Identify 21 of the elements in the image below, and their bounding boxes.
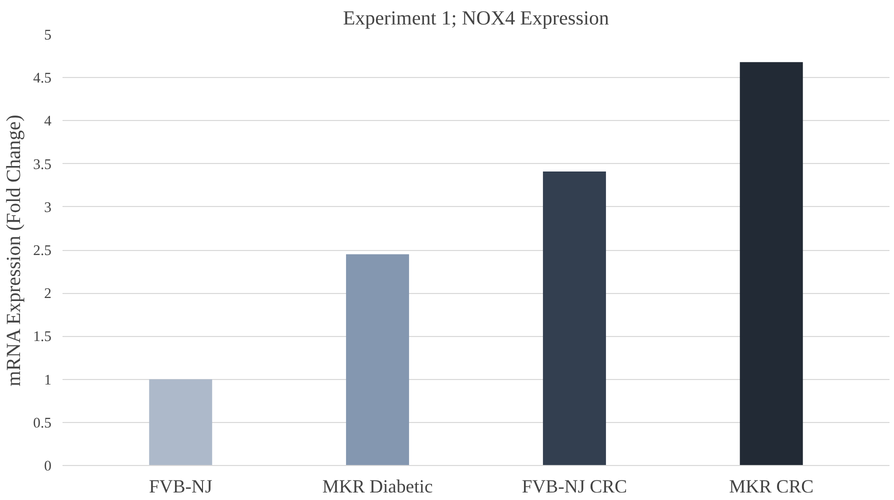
y-tick-label: 2.5 [33, 243, 52, 259]
y-tick-label: 3 [44, 200, 52, 216]
bar [346, 254, 410, 466]
bar [542, 172, 606, 466]
y-tick-label: 0 [44, 458, 52, 474]
y-tick-label: 2 [44, 286, 52, 302]
y-tick-label: 4 [44, 114, 52, 130]
y-tick-label: 3.5 [33, 156, 52, 173]
x-tick-label: FVB-NJ [149, 476, 212, 498]
x-tick-label: MKR Diabetic [322, 476, 433, 498]
chart-title: Experiment 1; NOX4 Expression [342, 8, 610, 30]
y-axis-title: mRNA Expression (Fold Change) [3, 114, 26, 386]
y-tick-label: 1.5 [33, 329, 52, 346]
bar [149, 379, 212, 466]
y-tick-label: 5 [44, 28, 52, 44]
x-tick-label: MKR CRC [729, 476, 814, 498]
y-tick-label: 0.5 [33, 415, 52, 432]
bar [740, 62, 803, 466]
x-tick-label: FVB-NJ CRC [522, 476, 628, 498]
y-tick-label: 1 [44, 372, 52, 388]
y-tick-label: 4.5 [33, 70, 52, 87]
